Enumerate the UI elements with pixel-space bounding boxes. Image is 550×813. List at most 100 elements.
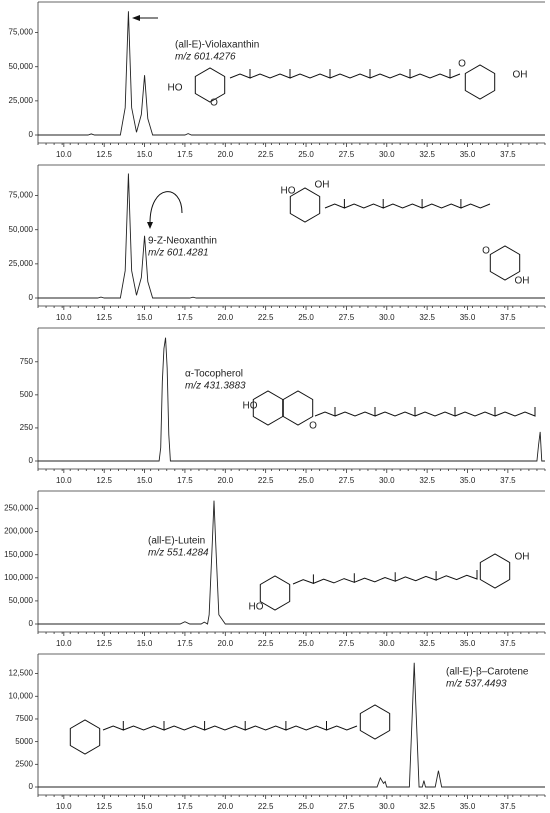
x-tick-label: 27.5 — [339, 639, 355, 648]
compound-name: (all-E)-β–Carotene — [446, 667, 529, 678]
x-tick-label: 25.0 — [298, 150, 314, 159]
isomer-arrow — [149, 191, 183, 224]
structure-atom-label: OH — [315, 180, 330, 191]
structure-ring — [282, 390, 314, 426]
y-tick-label: 75,000 — [9, 28, 34, 37]
x-tick-label: 20.0 — [218, 639, 234, 648]
y-tick-label: 0 — [29, 293, 34, 302]
isomer-arrow-head — [147, 222, 153, 229]
x-tick-label: 25.0 — [298, 639, 314, 648]
x-tick-label: 30.0 — [379, 150, 395, 159]
compound-name: 9-Z-Neoxanthin — [148, 236, 217, 247]
compound-name: (all-E)-Lutein — [148, 536, 205, 547]
y-tick-label: 7500 — [15, 714, 33, 723]
y-tick-label: 5000 — [15, 737, 33, 746]
x-tick-label: 27.5 — [339, 313, 355, 322]
structure-ring — [69, 719, 101, 755]
mass-to-charge: m/z 601.4281 — [148, 248, 209, 259]
x-tick-label: 30.0 — [379, 802, 395, 811]
chromatogram-trace — [38, 662, 545, 788]
x-tick-label: 12.5 — [96, 313, 112, 322]
x-tick-label: 12.5 — [96, 802, 112, 811]
y-tick-label: 0 — [29, 619, 34, 628]
x-tick-label: 17.5 — [177, 150, 193, 159]
y-tick-label: 0 — [29, 130, 34, 139]
structure-atom-label: OH — [513, 70, 528, 81]
x-tick-label: 12.5 — [96, 639, 112, 648]
x-tick-label: 15.0 — [137, 802, 153, 811]
mass-to-charge: m/z 551.4284 — [148, 548, 209, 559]
y-tick-label: 10,000 — [9, 691, 34, 700]
x-tick-label: 25.0 — [298, 476, 314, 485]
structure-atom-label: O — [309, 421, 317, 432]
x-tick-label: 20.0 — [218, 150, 234, 159]
y-tick-label: 150,000 — [4, 550, 33, 559]
structure-atom-label: O — [458, 59, 466, 70]
x-tick-label: 32.5 — [419, 639, 435, 648]
x-tick-label: 22.5 — [258, 313, 274, 322]
x-tick-label: 37.5 — [500, 476, 516, 485]
y-tick-label: 100,000 — [4, 573, 33, 582]
x-tick-label: 15.0 — [137, 313, 153, 322]
x-tick-label: 15.0 — [137, 476, 153, 485]
structure-ring — [252, 390, 284, 426]
x-tick-label: 20.0 — [218, 313, 234, 322]
x-tick-label: 25.0 — [298, 313, 314, 322]
x-tick-label: 35.0 — [460, 802, 476, 811]
x-tick-label: 17.5 — [177, 802, 193, 811]
structure-chain — [314, 407, 536, 417]
x-tick-label: 22.5 — [258, 476, 274, 485]
x-tick-label: 10.0 — [56, 476, 72, 485]
chromatogram-trace — [38, 500, 545, 625]
y-tick-label: 0 — [29, 456, 34, 465]
structure-atom-label: HO — [168, 83, 183, 94]
y-tick-label: 200,000 — [4, 527, 33, 536]
structure-ring — [489, 245, 521, 281]
structure-chain — [229, 69, 461, 79]
x-tick-label: 30.0 — [379, 639, 395, 648]
y-tick-label: 25,000 — [9, 259, 34, 268]
x-tick-label: 27.5 — [339, 150, 355, 159]
x-tick-label: 37.5 — [500, 802, 516, 811]
x-tick-label: 17.5 — [177, 639, 193, 648]
chromatogram-trace — [38, 337, 545, 462]
x-tick-label: 15.0 — [137, 639, 153, 648]
x-tick-label: 27.5 — [339, 802, 355, 811]
x-tick-label: 12.5 — [96, 476, 112, 485]
structure-ring — [359, 704, 391, 740]
x-tick-label: 25.0 — [298, 802, 314, 811]
y-tick-label: 750 — [20, 357, 34, 366]
y-tick-label: 75,000 — [9, 191, 34, 200]
y-tick-label: 50,000 — [9, 62, 34, 71]
compound-name: α-Tocopherol — [185, 369, 243, 380]
x-tick-label: 22.5 — [258, 639, 274, 648]
x-tick-label: 35.0 — [460, 150, 476, 159]
x-tick-label: 10.0 — [56, 150, 72, 159]
x-tick-label: 17.5 — [177, 313, 193, 322]
x-tick-label: 20.0 — [218, 476, 234, 485]
x-tick-label: 30.0 — [379, 476, 395, 485]
y-tick-label: 2500 — [15, 759, 33, 768]
x-tick-label: 22.5 — [258, 802, 274, 811]
x-tick-label: 10.0 — [56, 313, 72, 322]
mass-to-charge: m/z 601.4276 — [175, 52, 236, 63]
structure-atom-label: HO — [281, 186, 296, 197]
structure-atom-label: O — [210, 98, 218, 109]
structure-atom-label: O — [482, 246, 490, 257]
x-tick-label: 32.5 — [419, 476, 435, 485]
y-tick-label: 50,000 — [9, 596, 34, 605]
chromatogram-trace — [38, 173, 545, 299]
x-tick-label: 10.0 — [56, 802, 72, 811]
x-tick-label: 37.5 — [500, 639, 516, 648]
y-tick-label: 0 — [29, 782, 34, 791]
compound-name: (all-E)-Violaxanthin — [175, 40, 259, 51]
structure-ring — [259, 575, 291, 611]
y-tick-label: 25,000 — [9, 96, 34, 105]
structure-ring — [289, 187, 321, 223]
structure-chain — [324, 199, 491, 209]
structure-chain — [292, 570, 478, 585]
x-tick-label: 35.0 — [460, 639, 476, 648]
x-tick-label: 32.5 — [419, 313, 435, 322]
x-tick-label: 35.0 — [460, 313, 476, 322]
